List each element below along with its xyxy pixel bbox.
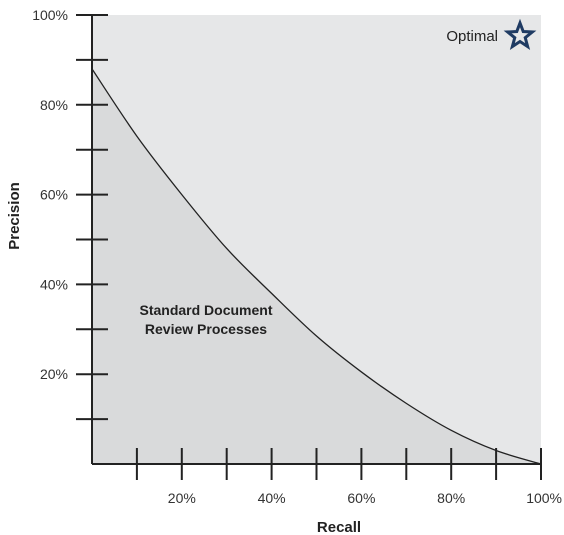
x-axis-title: Recall <box>317 519 361 535</box>
y-tick-label: 60% <box>40 187 68 203</box>
x-tick-label: 20% <box>168 490 196 506</box>
y-tick-label: 80% <box>40 97 68 113</box>
precision-recall-curve <box>91 68 542 465</box>
x-tick-label: 80% <box>437 490 465 506</box>
x-tick-label: 100% <box>526 490 562 506</box>
optimal-label: Optimal <box>446 28 498 45</box>
y-tick-label: 100% <box>32 7 68 23</box>
y-axis-title: Precision <box>6 182 23 250</box>
annotation-standard-review-line-1: Standard Document <box>139 302 272 318</box>
optimal-star-icon <box>503 18 537 50</box>
y-tick-label: 40% <box>40 276 68 292</box>
x-tick-label: 40% <box>258 490 286 506</box>
area-under-curve <box>92 68 541 464</box>
annotation-standard-review-line-2: Review Processes <box>145 321 267 337</box>
tick-labels: 20% 40% 60% 80% 100% 20% 40% 60% 80% 100% <box>32 7 562 506</box>
y-tick-label: 20% <box>40 366 68 382</box>
x-tick-label: 60% <box>347 490 375 506</box>
